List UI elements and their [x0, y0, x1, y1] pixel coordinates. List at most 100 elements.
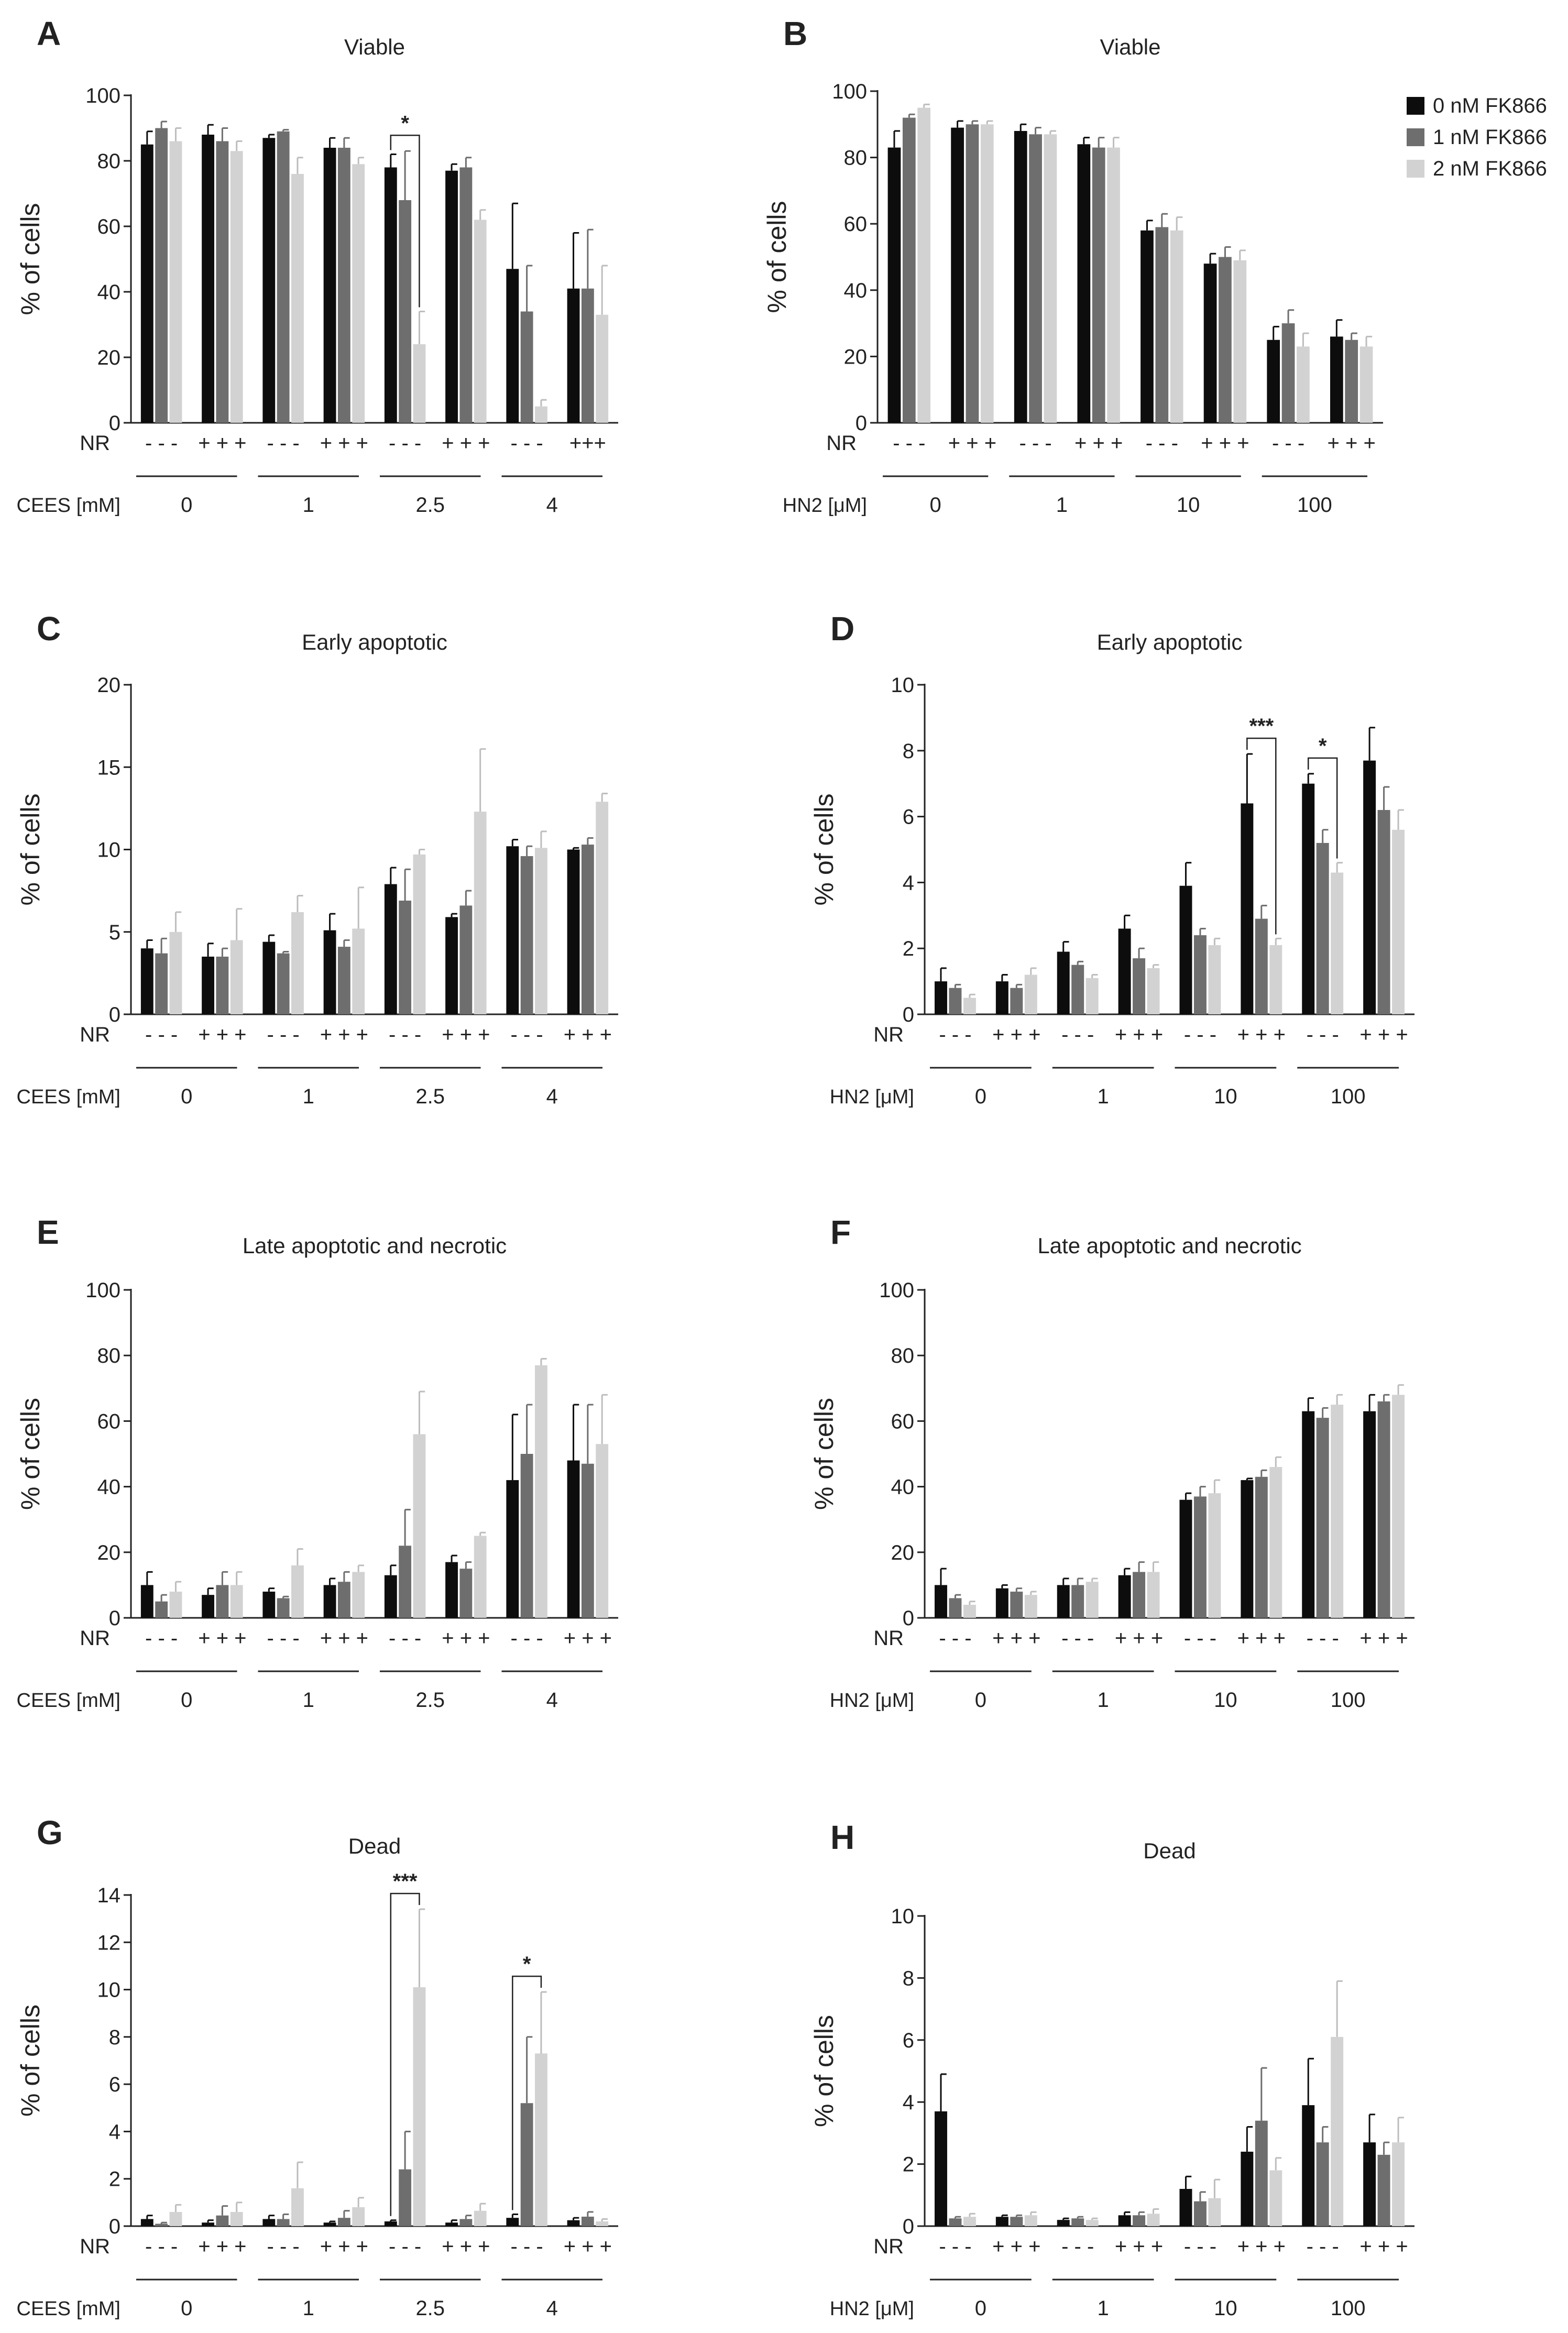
significance-bracket	[1307, 757, 1338, 859]
nr-signs: - - -	[1061, 2235, 1094, 2258]
bar	[169, 1591, 182, 1618]
y-axis-label: % of cells	[809, 1398, 839, 1510]
bar	[202, 1595, 214, 1618]
nr-signs: + + +	[1115, 2235, 1163, 2258]
y-axis-label: % of cells	[809, 794, 839, 906]
y-tick-label: 2	[903, 2153, 914, 2176]
nr-signs: + + +	[992, 1023, 1040, 1046]
bar	[506, 2218, 519, 2226]
bar	[277, 1598, 290, 1618]
group-label: 0	[975, 1689, 986, 1712]
bar	[1363, 2142, 1376, 2226]
bar	[155, 953, 168, 1014]
bar	[506, 1480, 519, 1618]
bar	[1118, 2215, 1131, 2226]
bar	[1297, 346, 1310, 423]
y-axis-label: % of cells	[16, 794, 45, 906]
group-label: 1	[303, 2297, 314, 2320]
y-tick-label: 15	[97, 756, 121, 779]
legend-entry: 2 nM FK866	[1433, 157, 1547, 180]
y-tick-label: 60	[891, 1410, 915, 1433]
significance-bracket	[1246, 737, 1277, 935]
significance-label: *	[523, 1953, 531, 1976]
bar	[1193, 935, 1207, 1014]
bar	[155, 2224, 168, 2226]
y-axis-label: % of cells	[16, 1398, 45, 1510]
panel-letter: F	[830, 1213, 851, 1251]
y-tick-label: 6	[903, 806, 914, 829]
bar	[596, 314, 609, 423]
treatment-label: CEES [mM]	[17, 495, 120, 517]
nr-signs: - - -	[267, 2235, 300, 2258]
y-tick-label: 80	[97, 1344, 121, 1367]
bar	[567, 2220, 580, 2226]
y-tick-label: 60	[844, 213, 868, 236]
y-tick-label: 20	[97, 674, 121, 697]
nr-signs: - - -	[511, 432, 543, 455]
bar	[535, 2053, 547, 2226]
legend-swatch	[1407, 160, 1424, 178]
bar	[413, 854, 426, 1014]
group-label: 2.5	[415, 1689, 445, 1712]
bar	[949, 1598, 962, 1618]
bar	[535, 1365, 547, 1618]
group-label: 10	[1177, 494, 1200, 517]
bar	[323, 2222, 336, 2226]
bar	[520, 1454, 533, 1618]
group-label: 0	[181, 1689, 192, 1712]
bar	[1071, 2218, 1084, 2226]
nr-label: NR	[80, 1627, 110, 1650]
nr-signs: + + +	[320, 432, 368, 455]
bar	[262, 2219, 276, 2226]
group-label: 10	[1214, 2297, 1237, 2320]
treatment-label: HN2 [μM]	[830, 1690, 914, 1712]
bar	[995, 1588, 1008, 1618]
bar	[202, 956, 214, 1014]
nr-signs: - - -	[267, 432, 300, 455]
group-label: 4	[546, 2297, 558, 2320]
bar	[980, 124, 994, 423]
bar	[1010, 988, 1023, 1014]
nr-label: NR	[873, 1627, 904, 1650]
bar	[399, 900, 412, 1014]
y-tick-label: 4	[109, 2120, 120, 2143]
y-tick-label: 8	[903, 1967, 914, 1990]
bar	[337, 1582, 350, 1618]
panel-letter: A	[37, 15, 61, 52]
y-tick-label: 20	[97, 1541, 121, 1564]
bar	[995, 2217, 1008, 2226]
bar	[581, 288, 594, 423]
bar	[323, 148, 336, 423]
y-tick-label: 40	[97, 1476, 121, 1499]
bar	[1363, 760, 1376, 1014]
bar	[1133, 1572, 1146, 1618]
bar	[1107, 147, 1120, 423]
bar	[917, 107, 931, 423]
nr-signs: + + +	[198, 432, 246, 455]
y-tick-label: 0	[109, 412, 120, 435]
bar	[1363, 1411, 1376, 1618]
nr-signs: + + +	[992, 2235, 1040, 2258]
bar	[155, 128, 168, 423]
bar	[963, 998, 976, 1014]
group-label: 0	[975, 2297, 986, 2320]
nr-signs: + + +	[1201, 432, 1249, 455]
bar	[169, 2211, 182, 2226]
bar	[963, 1604, 976, 1618]
significance-label: ***	[393, 1870, 418, 1893]
bar	[1010, 2217, 1023, 2226]
bar	[1092, 147, 1105, 423]
y-tick-label: 10	[891, 1905, 915, 1928]
significance-label: ***	[1249, 715, 1274, 738]
y-tick-label: 0	[109, 1003, 120, 1026]
nr-signs: - - -	[939, 1627, 971, 1650]
nr-signs: - - -	[389, 2235, 421, 2258]
bar	[1255, 918, 1268, 1014]
bar	[1118, 1575, 1131, 1618]
bar	[902, 117, 916, 423]
bar	[474, 220, 487, 423]
bar	[1077, 144, 1091, 423]
y-tick-label: 10	[891, 674, 915, 697]
bar	[230, 2211, 243, 2226]
treatment-label: CEES [mM]	[17, 1690, 120, 1712]
